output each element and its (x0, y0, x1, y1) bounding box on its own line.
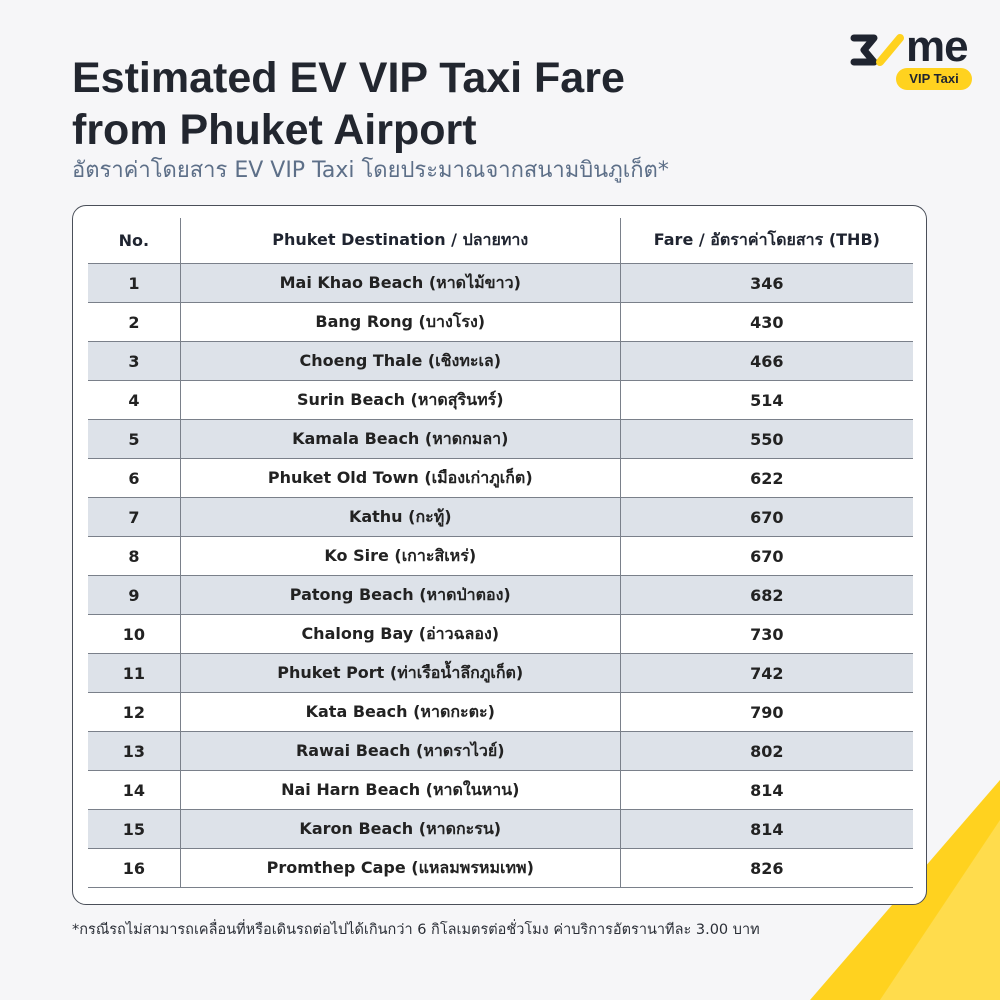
cell-no: 5 (88, 419, 181, 459)
fare-table: No. Phuket Destination / ปลายทาง Fare / … (88, 218, 913, 888)
table-row: 16 Promthep Cape (แหลมพรหมเทพ) 826 (88, 848, 913, 888)
footnote: *กรณีรถไม่สามารถเคลื่อนที่หรือเดินรถต่อไ… (72, 922, 760, 938)
cell-no: 12 (88, 692, 181, 732)
table-row: 1 Mai Khao Beach (หาดไม้ขาว) 346 (88, 263, 913, 303)
table-row: 5 Kamala Beach (หาดกมลา) 550 (88, 419, 913, 459)
cell-no: 7 (88, 497, 181, 537)
cell-destination: Kamala Beach (หาดกมลา) (180, 419, 621, 459)
cell-no: 10 (88, 614, 181, 654)
cell-no: 13 (88, 731, 181, 771)
cell-fare: 670 (620, 497, 913, 537)
cell-destination: Kathu (กะทู้) (180, 497, 621, 537)
cell-fare: 802 (620, 731, 913, 771)
cell-no: 4 (88, 380, 181, 420)
cell-fare: 466 (620, 341, 913, 381)
table-row: 9 Patong Beach (หาดป่าตอง) 682 (88, 575, 913, 615)
cell-fare: 814 (620, 809, 913, 849)
cell-destination: Mai Khao Beach (หาดไม้ขาว) (180, 263, 621, 303)
cell-destination: Bang Rong (บางโรง) (180, 302, 621, 342)
cell-fare: 514 (620, 380, 913, 420)
logo-text: me (906, 22, 969, 71)
table-row: 2 Bang Rong (บางโรง) 430 (88, 302, 913, 342)
cell-destination: Rawai Beach (หาดราไวย์) (180, 731, 621, 771)
cell-fare: 622 (620, 458, 913, 498)
title-line-2: from Phuket Airport (72, 106, 477, 154)
title-line-1: Estimated EV VIP Taxi Fare (72, 54, 625, 102)
header-destination: Phuket Destination / ปลายทาง (180, 218, 621, 264)
cell-no: 8 (88, 536, 181, 576)
table-row: 13 Rawai Beach (หาดราไวย์) 802 (88, 731, 913, 771)
table-row: 14 Nai Harn Beach (หาดในหาน) 814 (88, 770, 913, 810)
cell-destination: Karon Beach (หาดกะรน) (180, 809, 621, 849)
table-row: 15 Karon Beach (หาดกะรน) 814 (88, 809, 913, 849)
cell-destination: Surin Beach (หาดสุรินทร์) (180, 380, 621, 420)
cell-destination: Promthep Cape (แหลมพรหมเทพ) (180, 848, 621, 888)
cell-destination: Nai Harn Beach (หาดในหาน) (180, 770, 621, 810)
table-row: 8 Ko Sire (เกาะสิเหร่) 670 (88, 536, 913, 576)
cell-destination: Phuket Old Town (เมืองเก่าภูเก็ต) (180, 458, 621, 498)
cell-no: 16 (88, 848, 181, 888)
table-row: 4 Surin Beach (หาดสุรินทร์) 514 (88, 380, 913, 420)
cell-fare: 742 (620, 653, 913, 693)
cell-no: 6 (88, 458, 181, 498)
table-row: 3 Choeng Thale (เชิงทะเล) 466 (88, 341, 913, 381)
cell-destination: Ko Sire (เกาะสิเหร่) (180, 536, 621, 576)
cell-no: 3 (88, 341, 181, 381)
logo-badge: VIP Taxi (896, 68, 972, 90)
brand-logo: me VIP Taxi (850, 22, 975, 90)
logo-mark-icon (850, 34, 904, 66)
cell-fare: 346 (620, 263, 913, 303)
cell-destination: Phuket Port (ท่าเรือน้ำลึกภูเก็ต) (180, 653, 621, 693)
table-row: 6 Phuket Old Town (เมืองเก่าภูเก็ต) 622 (88, 458, 913, 498)
table-row: 10 Chalong Bay (อ่าวฉลอง) 730 (88, 614, 913, 654)
fare-table-card: No. Phuket Destination / ปลายทาง Fare / … (72, 205, 927, 905)
cell-fare: 790 (620, 692, 913, 732)
cell-no: 9 (88, 575, 181, 615)
table-row: 7 Kathu (กะทู้) 670 (88, 497, 913, 537)
table-header-row: No. Phuket Destination / ปลายทาง Fare / … (88, 218, 913, 264)
header-fare: Fare / อัตราค่าโดยสาร (THB) (653, 230, 880, 249)
cell-fare: 826 (620, 848, 913, 888)
table-row: 12 Kata Beach (หาดกะตะ) 790 (88, 692, 913, 732)
cell-destination: Choeng Thale (เชิงทะเล) (180, 341, 621, 381)
cell-no: 14 (88, 770, 181, 810)
table-row: 11 Phuket Port (ท่าเรือน้ำลึกภูเก็ต) 742 (88, 653, 913, 693)
cell-destination: Kata Beach (หาดกะตะ) (180, 692, 621, 732)
cell-fare: 730 (620, 614, 913, 654)
header-no: No. (88, 218, 181, 264)
cell-no: 2 (88, 302, 181, 342)
cell-no: 1 (88, 263, 181, 303)
cell-fare: 550 (620, 419, 913, 459)
page-title: Estimated EV VIP Taxi Fare from Phuket A… (72, 52, 625, 156)
cell-fare: 670 (620, 536, 913, 576)
page-subtitle: อัตราค่าโดยสาร EV VIP Taxi โดยประมาณจากส… (72, 158, 669, 183)
cell-fare: 814 (620, 770, 913, 810)
cell-no: 15 (88, 809, 181, 849)
cell-destination: Patong Beach (หาดป่าตอง) (180, 575, 621, 615)
cell-fare: 682 (620, 575, 913, 615)
cell-destination: Chalong Bay (อ่าวฉลอง) (180, 614, 621, 654)
cell-fare: 430 (620, 302, 913, 342)
cell-no: 11 (88, 653, 181, 693)
